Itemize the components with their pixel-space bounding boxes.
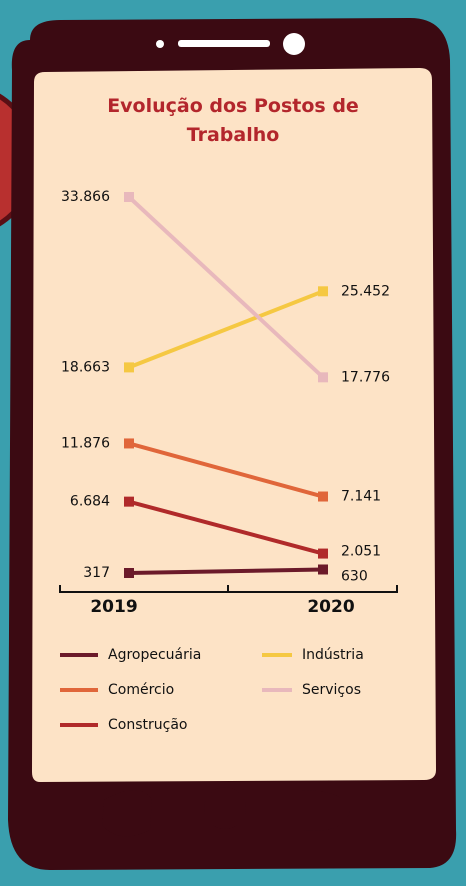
value-label: 630 bbox=[341, 568, 368, 584]
phone-screen bbox=[32, 68, 436, 782]
series-line bbox=[128, 441, 324, 499]
marker bbox=[318, 548, 328, 559]
value-label: 11.876 bbox=[61, 435, 110, 451]
sensor bbox=[283, 33, 305, 55]
legend-label: Serviços bbox=[302, 682, 361, 698]
camera bbox=[156, 40, 164, 48]
legend-label: Indústria bbox=[302, 647, 364, 663]
button bbox=[300, 790, 350, 831]
x-tick-label: 2020 bbox=[307, 597, 354, 617]
x-axis bbox=[59, 585, 398, 593]
marker bbox=[124, 568, 134, 578]
value-label: 6.684 bbox=[70, 494, 110, 510]
value-label: 17.776 bbox=[341, 369, 390, 385]
button bbox=[204, 787, 246, 829]
legend-label: Comércio bbox=[108, 682, 174, 698]
marker bbox=[318, 372, 328, 383]
marker bbox=[124, 362, 134, 373]
chart-title: Evolução dos Postos de Trabalho bbox=[107, 95, 359, 146]
marker bbox=[124, 192, 134, 202]
legend-label: Agropecuária bbox=[108, 647, 201, 663]
marker bbox=[318, 491, 328, 502]
legend-label: Construção bbox=[108, 717, 187, 733]
speaker bbox=[178, 40, 270, 47]
value-label: 33.866 bbox=[61, 189, 110, 205]
series-line bbox=[127, 195, 325, 379]
series-line bbox=[128, 567, 324, 575]
value-label: 317 bbox=[83, 565, 110, 581]
marker bbox=[124, 438, 134, 449]
button bbox=[102, 790, 152, 837]
marker bbox=[124, 496, 134, 507]
series-line bbox=[128, 499, 324, 556]
x-tick-label: 2019 bbox=[90, 597, 137, 617]
value-label: 7.141 bbox=[341, 489, 381, 505]
series-line bbox=[128, 289, 324, 370]
value-label: 2.051 bbox=[341, 544, 381, 560]
marker bbox=[318, 286, 328, 297]
value-label: 25.452 bbox=[341, 283, 390, 299]
marker bbox=[318, 564, 328, 575]
value-label: 18.663 bbox=[61, 359, 110, 375]
